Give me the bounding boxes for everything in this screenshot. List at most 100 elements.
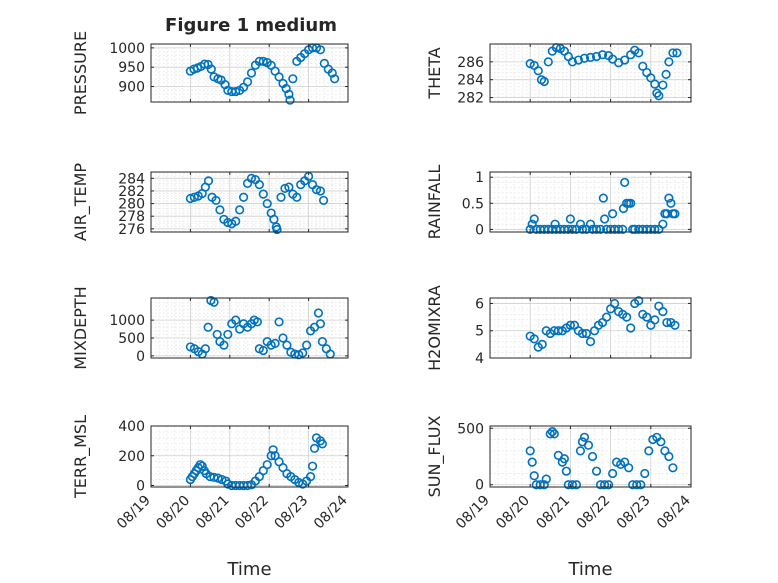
y-axis-label: AIR_TEMP	[71, 163, 91, 241]
y-tick-label: 0.5	[462, 196, 484, 212]
data-point	[661, 69, 671, 79]
data-point	[238, 192, 249, 202]
series-sun_flux	[525, 427, 678, 490]
y-tick-label: 900	[118, 80, 145, 96]
y-axis-label: THETA	[425, 47, 444, 99]
series-air_temp	[185, 171, 329, 235]
data-point	[313, 308, 324, 318]
grid	[489, 426, 692, 487]
data-point	[537, 339, 547, 349]
data-point	[547, 427, 557, 437]
y-tick-label: 500	[457, 421, 484, 437]
data-point	[211, 195, 221, 206]
y-tick-label: 282	[457, 91, 484, 107]
data-point	[197, 461, 207, 471]
data-point	[305, 471, 316, 482]
data-point	[599, 480, 610, 490]
axes-box	[150, 297, 349, 359]
data-point	[567, 57, 578, 67]
data-point	[268, 445, 278, 455]
data-point	[608, 468, 618, 479]
data-point	[231, 216, 241, 226]
data-point	[636, 480, 646, 490]
data-point	[642, 312, 652, 322]
data-point	[280, 183, 290, 194]
data-point	[575, 446, 586, 456]
data-point	[288, 74, 298, 84]
data-point	[539, 76, 549, 87]
data-point	[185, 193, 195, 204]
x-tick-label: 08/22	[574, 493, 614, 533]
data-point	[200, 344, 210, 354]
data-point	[189, 192, 199, 202]
data-point	[246, 68, 257, 78]
data-point	[274, 317, 284, 327]
data-point	[575, 219, 586, 229]
data-point	[209, 472, 219, 482]
data-point	[318, 195, 329, 206]
axes-mixdepth: 0 500 1000 MIXDEPTH	[71, 286, 349, 370]
data-point	[577, 224, 588, 234]
data-point	[638, 61, 648, 71]
data-point	[525, 446, 535, 456]
y-tick-label: 200	[118, 449, 145, 465]
data-point	[658, 80, 668, 90]
data-point	[581, 328, 592, 339]
data-point	[315, 186, 326, 196]
data-point	[561, 466, 571, 476]
data-point	[311, 185, 322, 195]
data-point	[258, 56, 268, 67]
plot-area	[151, 426, 348, 487]
figure-title: Figure 1 medium	[165, 15, 337, 36]
axes-rainfall: 0 0.5 1 RAINFALL	[425, 165, 692, 239]
y-axis-label: TERR_MSL	[71, 415, 91, 499]
data-point	[235, 205, 245, 215]
data-point	[529, 214, 539, 224]
data-point	[626, 323, 636, 333]
data-point	[298, 348, 308, 358]
data-point	[525, 224, 535, 234]
data-point	[591, 466, 602, 476]
y-tick-label: 286	[457, 55, 484, 71]
x-tick-label: 08/23	[272, 493, 312, 533]
y-tick-label: 1000	[109, 41, 145, 57]
data-point	[646, 73, 656, 83]
data-point	[668, 48, 678, 58]
data-point	[529, 471, 539, 481]
data-point	[664, 57, 674, 67]
data-point	[650, 315, 660, 325]
data-point	[315, 45, 326, 55]
data-point	[284, 89, 294, 99]
data-point	[541, 474, 551, 484]
y-tick-label: 4	[475, 351, 484, 367]
axes-sun_flux: 08/19 08/20 08/21 08/22 08/23 08/24 0 500 SUN_FL…	[425, 416, 694, 580]
data-point	[634, 296, 644, 306]
data-point	[654, 91, 664, 101]
data-point	[571, 480, 582, 490]
x-tick-label: 08/22	[232, 493, 272, 533]
data-point	[567, 480, 578, 490]
data-point	[309, 443, 320, 453]
data-point	[242, 77, 253, 87]
data-point	[626, 198, 636, 208]
data-point	[610, 298, 620, 309]
data-point	[203, 176, 214, 186]
x-axis-label: Time	[567, 559, 612, 580]
data-point	[620, 177, 630, 188]
data-point	[597, 50, 608, 60]
data-point	[598, 193, 608, 203]
data-point	[583, 440, 594, 450]
data-point	[620, 55, 630, 65]
data-point	[549, 429, 559, 439]
y-axis-label: MIXDEPTH	[71, 286, 90, 369]
axes-box	[150, 43, 349, 103]
data-point	[327, 68, 337, 78]
data-point	[591, 51, 602, 62]
data-point	[258, 189, 268, 199]
y-tick-label: 0	[136, 349, 145, 365]
data-point	[545, 429, 555, 439]
series-rainfall	[525, 177, 680, 234]
y-tick-label: 950	[118, 60, 145, 76]
data-point	[559, 454, 569, 464]
axes-box	[489, 171, 692, 233]
